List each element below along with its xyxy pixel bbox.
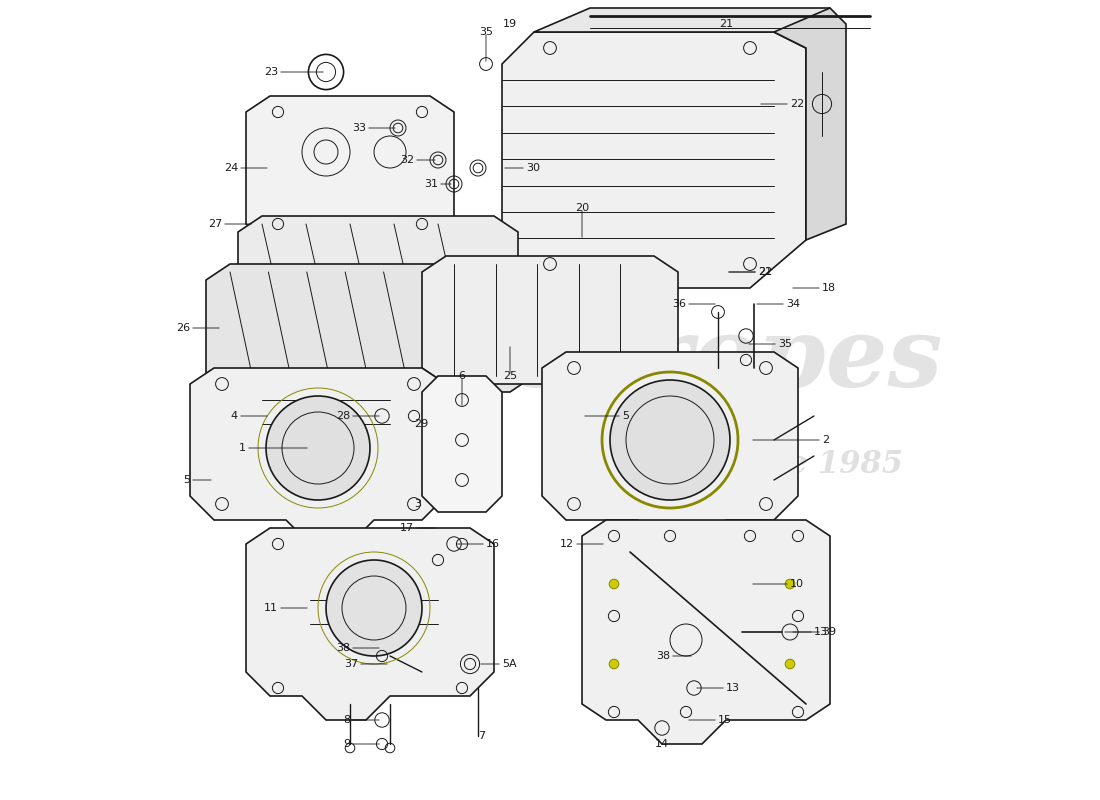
- Text: 35: 35: [778, 339, 792, 349]
- Text: 38: 38: [336, 643, 350, 653]
- Text: 13: 13: [814, 627, 828, 637]
- Text: 15: 15: [718, 715, 732, 725]
- Circle shape: [610, 380, 730, 500]
- Polygon shape: [502, 32, 806, 288]
- Text: 9: 9: [343, 739, 350, 749]
- Polygon shape: [422, 256, 678, 384]
- Text: 22: 22: [790, 99, 804, 109]
- Text: 10: 10: [790, 579, 804, 589]
- Text: 31: 31: [424, 179, 438, 189]
- Text: 21: 21: [758, 267, 772, 277]
- Text: 26: 26: [176, 323, 190, 333]
- Polygon shape: [534, 8, 830, 48]
- Text: 13: 13: [726, 683, 740, 693]
- Circle shape: [609, 659, 619, 669]
- Text: 39: 39: [822, 627, 836, 637]
- Polygon shape: [246, 96, 454, 240]
- Text: 6: 6: [459, 371, 465, 381]
- Polygon shape: [238, 216, 518, 320]
- Text: 2: 2: [822, 435, 829, 445]
- Text: 24: 24: [223, 163, 238, 173]
- Text: 5A: 5A: [502, 659, 517, 669]
- Text: 7: 7: [478, 731, 485, 741]
- Text: europes: europes: [509, 313, 943, 407]
- Polygon shape: [582, 520, 830, 744]
- Text: 21: 21: [719, 19, 733, 29]
- Text: 5: 5: [183, 475, 190, 485]
- Text: 28: 28: [336, 411, 350, 421]
- Circle shape: [266, 396, 370, 500]
- Text: 4: 4: [231, 411, 238, 421]
- Text: 8: 8: [343, 715, 350, 725]
- Text: a passion since 1985: a passion since 1985: [549, 449, 903, 479]
- Text: 29: 29: [414, 419, 428, 429]
- Text: 11: 11: [264, 603, 278, 613]
- Circle shape: [326, 560, 422, 656]
- Text: 36: 36: [672, 299, 686, 309]
- Circle shape: [609, 579, 619, 589]
- Text: 34: 34: [786, 299, 800, 309]
- Text: 30: 30: [526, 163, 540, 173]
- Polygon shape: [246, 528, 494, 720]
- Text: 14: 14: [654, 739, 669, 749]
- Text: 3: 3: [414, 499, 421, 509]
- Polygon shape: [190, 368, 446, 544]
- Text: 38: 38: [656, 651, 670, 661]
- Text: 23: 23: [264, 67, 278, 77]
- Text: 12: 12: [560, 539, 574, 549]
- Text: 37: 37: [344, 659, 358, 669]
- Circle shape: [785, 659, 795, 669]
- Text: 22: 22: [758, 267, 772, 277]
- Text: 17: 17: [400, 523, 414, 533]
- Polygon shape: [542, 352, 798, 544]
- Text: 35: 35: [478, 27, 493, 37]
- Text: 16: 16: [486, 539, 500, 549]
- Polygon shape: [206, 264, 534, 392]
- Text: 18: 18: [822, 283, 836, 293]
- Circle shape: [785, 579, 795, 589]
- Text: 5: 5: [621, 411, 629, 421]
- Polygon shape: [422, 376, 502, 512]
- Text: 27: 27: [208, 219, 222, 229]
- Text: 20: 20: [575, 203, 590, 213]
- Text: 25: 25: [503, 371, 517, 381]
- Text: 1: 1: [239, 443, 246, 453]
- Text: 32: 32: [400, 155, 414, 165]
- Text: 33: 33: [352, 123, 366, 133]
- Text: 19: 19: [503, 19, 517, 29]
- Polygon shape: [774, 8, 846, 240]
